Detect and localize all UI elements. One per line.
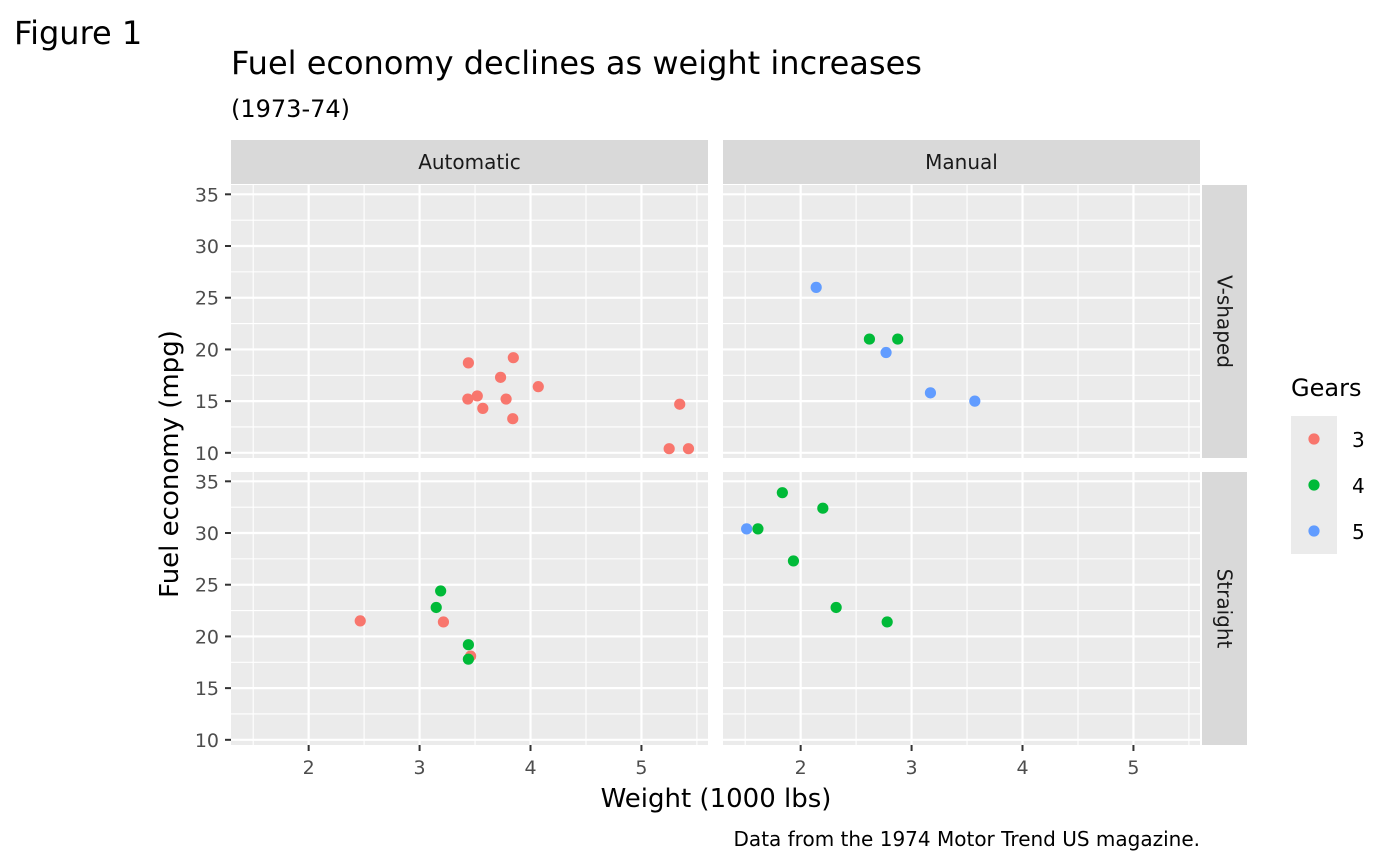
legend-label: 3: [1352, 428, 1365, 452]
data-point-gear-5: [969, 395, 981, 407]
y-axis-title: Fuel economy (mpg): [155, 330, 185, 598]
panel-background: [723, 185, 1200, 458]
legend-key-gear-4: [1308, 479, 1320, 491]
y-tick-label: 10: [195, 443, 219, 465]
panel-background: [723, 472, 1200, 745]
data-point-gear-3: [477, 402, 489, 414]
legend-key-gear-5: [1308, 525, 1320, 537]
data-point-gear-4: [752, 523, 764, 535]
data-point-gear-4: [776, 487, 788, 499]
data-point-gear-4: [892, 333, 904, 345]
data-point-gear-4: [430, 601, 442, 614]
x-tick-label: 3: [414, 757, 426, 779]
data-point-gear-4: [881, 616, 893, 628]
data-point-gear-4: [830, 601, 842, 614]
data-point-gear-3: [437, 616, 450, 628]
data-point-gear-3: [507, 413, 519, 425]
y-tick-label: 10: [195, 730, 219, 752]
x-tick-label: 2: [303, 757, 315, 779]
data-point-gear-4: [462, 639, 474, 651]
chart-caption: Data from the 1974 Motor Trend US magazi…: [734, 827, 1200, 851]
data-point-gear-3: [471, 390, 483, 402]
x-tick-label: 3: [906, 757, 918, 779]
x-axes: 2 3 4 5 2 3 4 5: [303, 745, 1139, 779]
y-axes: 10 15 20 25 30 35 10 15 20 25 30 35: [195, 184, 231, 752]
chart-title: Fuel economy declines as weight increase…: [231, 44, 922, 82]
facet-panel-manual-v-shaped: [723, 185, 1200, 458]
x-tick-label: 5: [635, 757, 647, 779]
data-point-gear-3: [500, 393, 512, 405]
data-point-gear-3: [354, 615, 366, 627]
y-tick-label: 15: [195, 391, 219, 413]
y-tick-label: 25: [195, 288, 219, 310]
data-point-gear-4: [787, 555, 800, 567]
data-point-gear-4: [817, 502, 829, 514]
facet-strip-label: Automatic: [418, 150, 521, 174]
legend-label: 5: [1352, 520, 1365, 544]
data-point-gear-5: [810, 281, 822, 293]
y-tick-label: 35: [195, 471, 219, 493]
facet-strip-label: Straight: [1213, 569, 1237, 649]
data-point-gear-3: [532, 381, 544, 393]
legend: Gears 3 4 5: [1291, 374, 1365, 554]
panel-background: [231, 472, 708, 745]
figure-label: Figure 1: [14, 14, 142, 52]
facet-panels: [231, 185, 1200, 745]
panel-background: [231, 185, 708, 458]
legend-key-gear-3: [1308, 433, 1320, 445]
data-point-gear-5: [924, 387, 937, 399]
data-point-gear-3: [674, 398, 686, 410]
data-point-gear-3: [462, 357, 474, 369]
facet-panel-manual-straight: [723, 472, 1200, 745]
data-point-gear-3: [663, 443, 675, 455]
facet-strip-label: Manual: [925, 150, 998, 174]
facet-strip-label: V-shaped: [1213, 275, 1237, 368]
x-tick-label: 2: [795, 757, 807, 779]
y-tick-label: 25: [195, 575, 219, 597]
facet-panel-automatic-straight: [231, 472, 708, 745]
data-point-gear-5: [880, 346, 892, 359]
data-point-gear-3: [462, 393, 474, 405]
data-point-gear-4: [435, 585, 447, 597]
y-tick-label: 15: [195, 678, 219, 700]
x-axis-title: Weight (1000 lbs): [601, 784, 832, 814]
data-point-gear-3: [507, 352, 519, 364]
facet-strip-automatic: [231, 140, 708, 184]
data-point-gear-5: [741, 523, 753, 535]
legend-title: Gears: [1291, 374, 1361, 402]
facet-panel-automatic-v-shaped: [231, 185, 708, 458]
facet-strips: Automatic Manual V-shaped Straight: [231, 140, 1247, 745]
data-point-gear-4: [863, 333, 876, 345]
y-tick-label: 30: [195, 236, 219, 258]
data-point-gear-3: [682, 443, 695, 455]
facet-strip-v-shaped: [1202, 185, 1247, 458]
facet-strip-manual: [723, 140, 1200, 184]
data-point-gear-3: [494, 371, 507, 383]
chart-subtitle: (1973-74): [231, 95, 350, 123]
facet-strip-straight: [1202, 472, 1247, 745]
data-point-gear-4: [462, 653, 474, 665]
x-tick-label: 5: [1127, 757, 1139, 779]
y-tick-label: 35: [195, 184, 219, 206]
x-tick-label: 4: [1016, 757, 1028, 779]
y-tick-label: 30: [195, 523, 219, 545]
x-tick-label: 4: [524, 757, 536, 779]
y-tick-label: 20: [195, 626, 219, 648]
legend-label: 4: [1352, 474, 1365, 498]
y-tick-label: 20: [195, 339, 219, 361]
